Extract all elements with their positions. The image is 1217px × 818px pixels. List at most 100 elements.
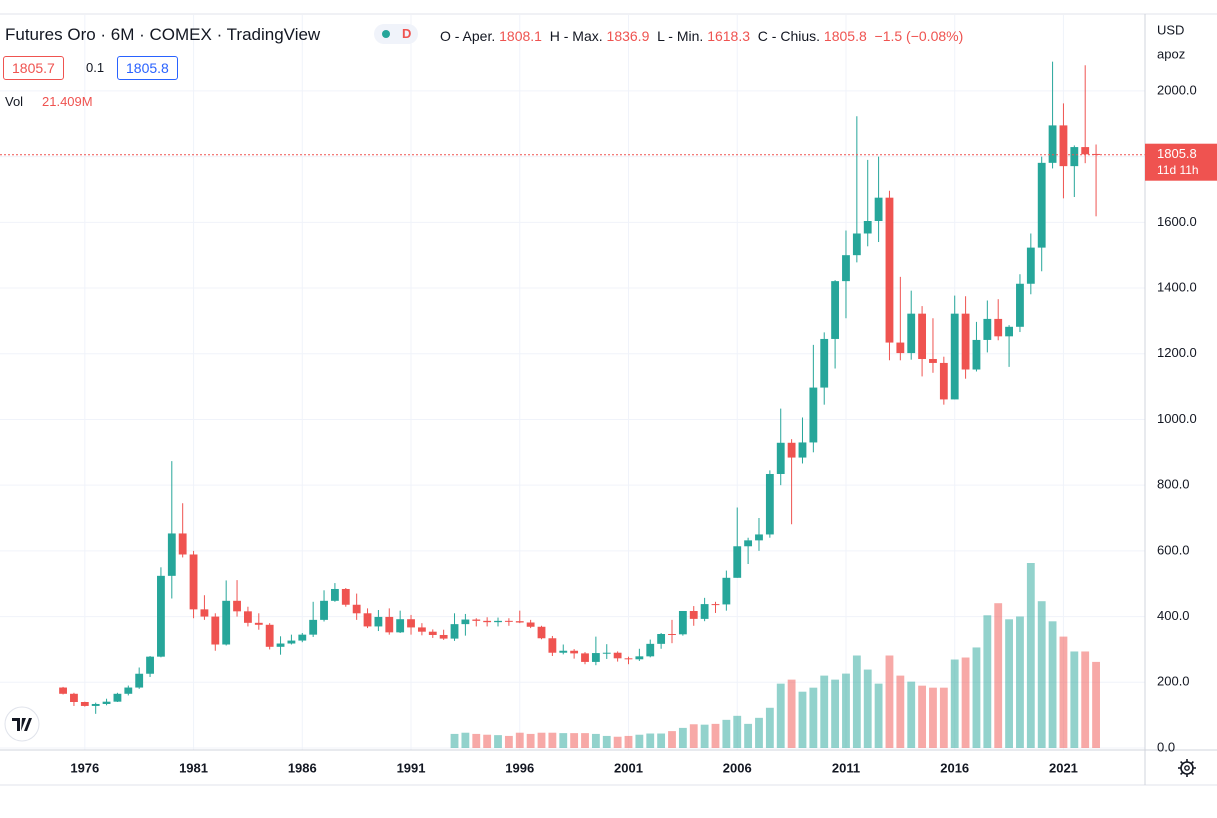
candle-body (91, 703, 100, 706)
volume-bar (461, 732, 470, 748)
volume-bar (918, 685, 927, 748)
candle-body (428, 631, 437, 635)
candle-body (918, 313, 927, 359)
candle-body (59, 687, 67, 694)
volume-bar (483, 734, 492, 748)
candle-body (972, 339, 981, 370)
candle-body (907, 313, 916, 354)
candle-body (885, 197, 894, 343)
candle-body (189, 554, 198, 610)
volume-bar (787, 679, 796, 748)
candle-body (1005, 326, 1013, 337)
candle-body (591, 653, 600, 662)
volume-bar (733, 715, 742, 748)
volume-bar (820, 675, 829, 748)
y-tick-label: 1200.0 (1157, 345, 1197, 360)
countdown: 11d 11h (1157, 163, 1199, 177)
candle-body (939, 362, 948, 400)
volume-bar (809, 687, 818, 748)
volume-layer (450, 563, 1100, 748)
candle-body (254, 622, 263, 625)
candle-body (668, 633, 676, 635)
volume-bar (983, 615, 992, 748)
candle-body (613, 652, 622, 659)
candle-body (1026, 247, 1035, 284)
candle-body (1016, 283, 1024, 327)
candle-body (809, 387, 818, 443)
x-tick-label: 1986 (288, 760, 317, 775)
candle-body (863, 221, 872, 234)
volume-bar (613, 736, 622, 748)
y-tick-label: 200.0 (1157, 674, 1190, 689)
candle-body (504, 620, 513, 622)
volume-bar (874, 683, 883, 748)
chart-title: Futures Oro · 6M · COMEX · TradingView (5, 25, 321, 44)
volume-bar (678, 727, 687, 748)
vol-label: Vol (5, 94, 24, 109)
candle-body (341, 588, 350, 605)
candle-body (711, 604, 720, 606)
x-tick-label: 2001 (614, 760, 643, 775)
volume-bar (1026, 563, 1035, 748)
candle-layer (0, 61, 1145, 714)
volume-bar (711, 723, 720, 748)
y-tick-label: 1600.0 (1157, 214, 1197, 229)
candle-body (983, 318, 992, 340)
candle-body (320, 600, 328, 620)
volume-bar (1081, 651, 1090, 748)
candle-body (287, 640, 296, 644)
volume-bar (972, 647, 981, 748)
h-label: H - Max. (549, 28, 603, 44)
candle-body (450, 624, 459, 639)
candle-body (1059, 125, 1068, 167)
candle-body (374, 616, 383, 627)
status-pill[interactable]: D (374, 24, 418, 44)
volume-bar (548, 732, 557, 748)
candle-body (635, 656, 644, 660)
volume-bar (1016, 616, 1024, 748)
volume-bar (700, 724, 709, 748)
scale-mode[interactable]: apoz (1157, 46, 1185, 61)
candle-body (678, 610, 687, 635)
y-tick-label: 1400.0 (1157, 279, 1197, 294)
candle-body (167, 533, 176, 576)
candle-body (461, 619, 470, 625)
candle-body (352, 604, 361, 614)
candle-body (80, 702, 89, 706)
settings-gear[interactable] (1178, 759, 1196, 777)
last-price-label: 1805.8 (1157, 146, 1197, 161)
candle-body (157, 575, 165, 657)
volume-bar (646, 733, 655, 748)
volume-bar (624, 735, 633, 748)
o-label: O - Aper. (440, 28, 496, 44)
candle-body (385, 616, 394, 633)
volume-bar (1070, 651, 1079, 748)
candle-body (744, 540, 753, 547)
volume-bar (722, 719, 731, 748)
y-tick-label: 600.0 (1157, 542, 1190, 557)
c-value: 1805.8 (823, 28, 867, 44)
ask-box[interactable]: 1805.8 (117, 56, 178, 80)
candle-body (363, 613, 372, 627)
candle-body (548, 638, 557, 653)
currency[interactable]: USD (1157, 22, 1184, 37)
candle-body (124, 687, 133, 694)
candle-body (526, 622, 535, 627)
last-price-badge (1145, 143, 1217, 181)
bid-box[interactable]: 1805.7 (3, 56, 64, 80)
candle-body (244, 611, 252, 623)
volume-bar (559, 733, 568, 748)
candle-body (852, 233, 861, 256)
y-tick-label: 0.0 (1157, 739, 1175, 754)
o-value: 1808.1 (499, 28, 542, 44)
volume-bar (494, 735, 502, 748)
volume-bar (1005, 619, 1013, 748)
x-tick-label: 2016 (940, 760, 969, 775)
candle-body (646, 643, 655, 657)
axes: 1976 1981 1986 1991 1996 2001 2006 2011 2016 2021… (70, 82, 1217, 775)
candle-body (102, 701, 111, 704)
candle-body (581, 653, 589, 662)
candle-body (624, 658, 633, 660)
h-value: 1836.9 (606, 28, 650, 44)
